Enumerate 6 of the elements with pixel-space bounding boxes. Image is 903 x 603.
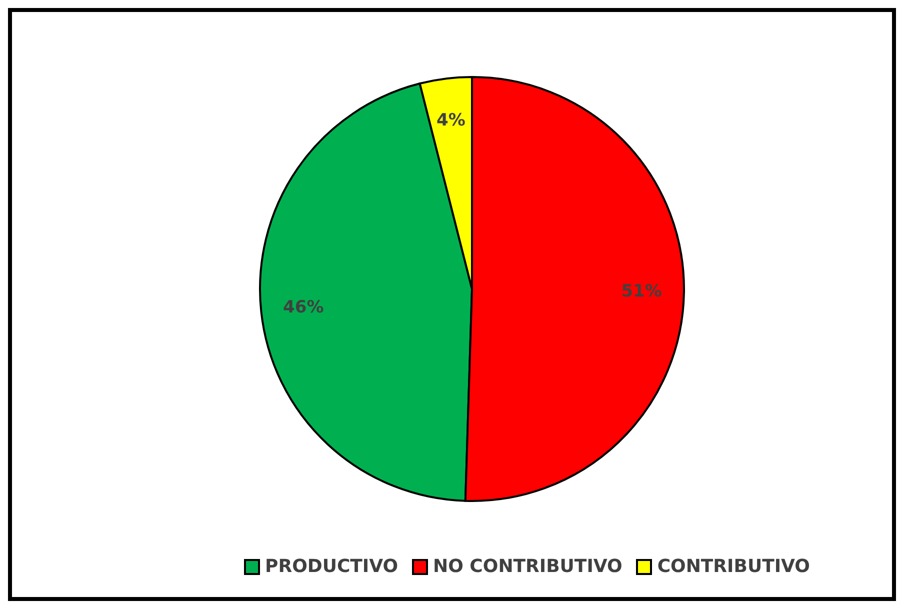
legend-label: NO CONTRIBUTIVO: [432, 556, 622, 577]
data-label: 46%: [283, 297, 324, 318]
legend-label: CONTRIBUTIVO: [656, 556, 810, 577]
data-label: 51%: [621, 282, 662, 302]
data-label: 4%: [436, 110, 466, 131]
legend-label: PRODUCTIVO: [264, 556, 398, 577]
